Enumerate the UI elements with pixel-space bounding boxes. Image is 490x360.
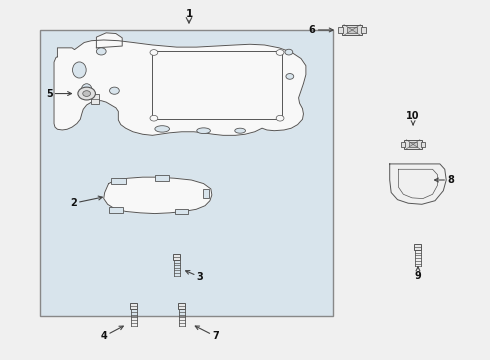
Circle shape (286, 73, 294, 79)
Bar (111, 178, 125, 184)
Bar (347, 27, 357, 33)
Bar (130, 303, 137, 309)
Polygon shape (97, 33, 122, 48)
Bar (202, 189, 209, 198)
Ellipse shape (73, 62, 86, 78)
Bar (40, 30, 333, 316)
Bar (342, 24, 363, 35)
Bar (338, 27, 343, 33)
Circle shape (97, 48, 106, 55)
Bar (415, 244, 421, 250)
Ellipse shape (155, 126, 170, 132)
Text: 5: 5 (46, 89, 72, 99)
Text: 10: 10 (406, 111, 420, 125)
Text: 8: 8 (435, 175, 454, 185)
Polygon shape (390, 164, 446, 204)
Circle shape (150, 115, 158, 121)
Text: 4: 4 (100, 326, 123, 342)
Bar (109, 207, 122, 213)
Bar (404, 140, 422, 149)
Bar (173, 255, 180, 260)
Bar (362, 27, 367, 33)
Circle shape (110, 87, 119, 94)
Circle shape (83, 91, 91, 96)
Bar (91, 94, 99, 104)
Bar (155, 175, 170, 181)
Circle shape (276, 115, 284, 121)
Bar (401, 141, 405, 147)
Text: 9: 9 (415, 267, 421, 281)
Bar (421, 141, 425, 147)
Circle shape (285, 49, 293, 55)
Ellipse shape (197, 128, 210, 134)
Text: 1: 1 (185, 9, 193, 19)
Bar (178, 303, 185, 309)
Polygon shape (104, 177, 212, 213)
Text: 2: 2 (70, 196, 102, 208)
Polygon shape (54, 40, 306, 135)
Text: 7: 7 (195, 326, 219, 342)
Circle shape (276, 50, 284, 55)
Ellipse shape (235, 128, 245, 133)
Bar (175, 209, 189, 214)
Circle shape (78, 87, 96, 100)
Text: 6: 6 (309, 25, 333, 35)
Circle shape (150, 50, 158, 55)
Text: 3: 3 (186, 271, 203, 282)
Bar (409, 142, 417, 147)
Ellipse shape (81, 84, 92, 96)
